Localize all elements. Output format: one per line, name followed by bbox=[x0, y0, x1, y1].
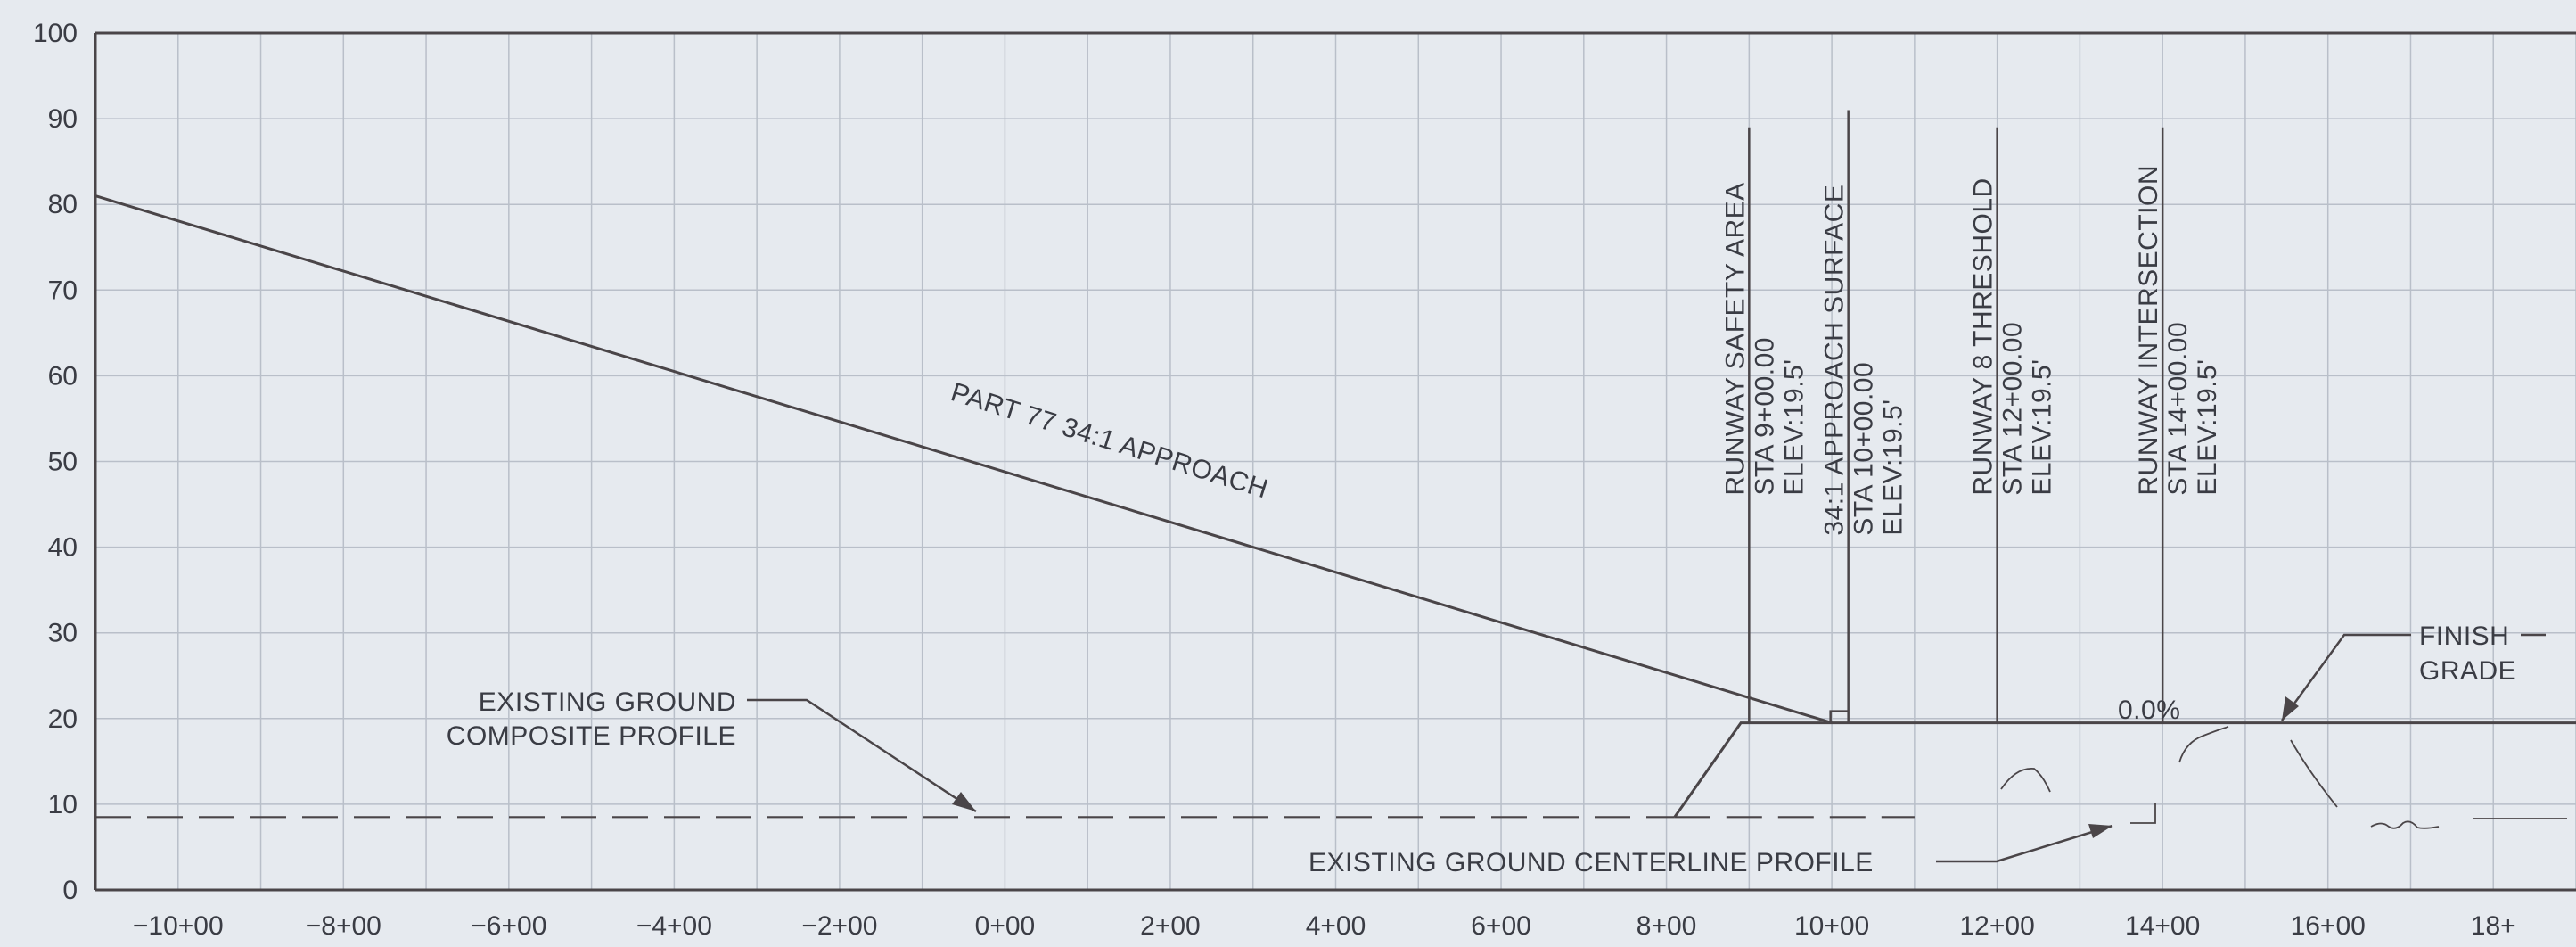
y-tick-label: 60 bbox=[48, 361, 78, 391]
finish-grade-label-line1: FINISH bbox=[2419, 622, 2509, 651]
x-tick-label: −6+00 bbox=[471, 911, 546, 941]
station-marker-jog bbox=[1829, 710, 1849, 723]
series-approach bbox=[94, 194, 1833, 725]
ground-fragment bbox=[2130, 803, 2156, 824]
ground-composite-leader bbox=[747, 698, 977, 813]
y-tick-label: 80 bbox=[48, 190, 78, 219]
ground-fragment bbox=[2290, 739, 2338, 808]
ground-centerline-leader bbox=[1936, 824, 2113, 863]
plot-frame bbox=[94, 31, 2576, 892]
ground-composite-arrowhead bbox=[952, 792, 976, 811]
x-tick-label: 10+00 bbox=[1794, 911, 1869, 941]
station-marker-label: RUNWAY 8 THRESHOLD bbox=[1969, 177, 1998, 495]
ground-composite-label-line1: EXISTING GROUND bbox=[479, 688, 736, 717]
axis-ticks: 0 10 20 30 40 50 60 70 80 90 100 −10+00 −8+00 −6+00 −4… bbox=[33, 19, 2516, 941]
profile-lines bbox=[94, 194, 2576, 819]
y-tick-label: 100 bbox=[33, 19, 78, 48]
x-tick-label: 12+00 bbox=[1960, 911, 2035, 941]
station-marker-label: STA 12+00.00 bbox=[1998, 322, 2028, 496]
x-tick-label: −8+00 bbox=[306, 911, 381, 941]
x-tick-label: 18+ bbox=[2471, 911, 2516, 941]
station-marker-label: ELEV:19.5' bbox=[1779, 359, 1809, 496]
series-finish-grade bbox=[1673, 721, 2576, 819]
station-marker-label: STA 10+00.00 bbox=[1850, 362, 1879, 536]
x-tick-label: −4+00 bbox=[636, 911, 712, 941]
ground-composite-label-line2: COMPOSITE PROFILE bbox=[447, 721, 736, 751]
leader-lines bbox=[747, 633, 2546, 863]
x-tick-label: −2+00 bbox=[801, 911, 877, 941]
station-marker-label: RUNWAY INTERSECTION bbox=[2134, 165, 2163, 496]
x-tick-label: 8+00 bbox=[1637, 911, 1697, 941]
y-tick-label: 50 bbox=[48, 448, 78, 477]
station-marker-label: ELEV:19.5' bbox=[1879, 399, 1908, 536]
ground-centerline-arrowhead bbox=[2088, 824, 2112, 838]
station-markers: RUNWAY SAFETY AREA STA 9+00.00 ELEV:19.5' 3… bbox=[1720, 110, 2222, 723]
station-marker-label: ELEV:19.5' bbox=[2193, 359, 2222, 496]
x-tick-label: 16+00 bbox=[2291, 911, 2366, 941]
station-marker-label: RUNWAY SAFETY AREA bbox=[1720, 182, 1750, 495]
station-marker-label: STA 14+00.00 bbox=[2163, 322, 2193, 496]
station-marker: RUNWAY INTERSECTION STA 14+00.00 ELEV:19.5… bbox=[2134, 127, 2222, 723]
station-marker-label: STA 9+00.00 bbox=[1750, 337, 1779, 496]
ground-sketch bbox=[2000, 726, 2567, 829]
station-marker: 34:1 APPROACH SURFACE STA 10+00.00 ELEV:19… bbox=[1820, 110, 1908, 723]
finish-grade-label-line2: GRADE bbox=[2419, 656, 2516, 686]
x-tick-label: 2+00 bbox=[1140, 911, 1201, 941]
station-marker: RUNWAY SAFETY AREA STA 9+00.00 ELEV:19.5' bbox=[1720, 127, 1809, 723]
y-tick-label: 30 bbox=[48, 619, 78, 648]
x-tick-label: −10+00 bbox=[133, 911, 224, 941]
y-tick-label: 20 bbox=[48, 704, 78, 734]
finish-grade-leader bbox=[2280, 633, 2411, 721]
slope-label: 0.0% bbox=[2118, 696, 2180, 725]
x-tick-label: 14+00 bbox=[2125, 911, 2200, 941]
y-tick-label: 70 bbox=[48, 276, 78, 305]
ground-fragment bbox=[2178, 726, 2229, 763]
x-tick-label: 6+00 bbox=[1471, 911, 1531, 941]
station-marker-label: ELEV:19.5' bbox=[2028, 359, 2057, 496]
x-tick-label: 4+00 bbox=[1306, 911, 1366, 941]
finish-grade-arrowhead bbox=[2282, 696, 2299, 721]
station-marker-label: 34:1 APPROACH SURFACE bbox=[1820, 185, 1850, 536]
x-tick-label: 0+00 bbox=[975, 911, 1036, 941]
y-tick-label: 0 bbox=[62, 876, 78, 905]
y-tick-label: 90 bbox=[48, 104, 78, 134]
y-tick-label: 10 bbox=[48, 790, 78, 819]
ground-fragment bbox=[2000, 768, 2051, 793]
approach-label: PART 77 34:1 APPROACH bbox=[948, 377, 1272, 504]
y-tick-label: 40 bbox=[48, 533, 78, 563]
ground-fragment bbox=[2370, 820, 2440, 829]
ground-centerline-label: EXISTING GROUND CENTERLINE PROFILE bbox=[1309, 848, 1874, 877]
station-marker: RUNWAY 8 THRESHOLD STA 12+00.00 ELEV:19.5' bbox=[1969, 127, 2057, 723]
